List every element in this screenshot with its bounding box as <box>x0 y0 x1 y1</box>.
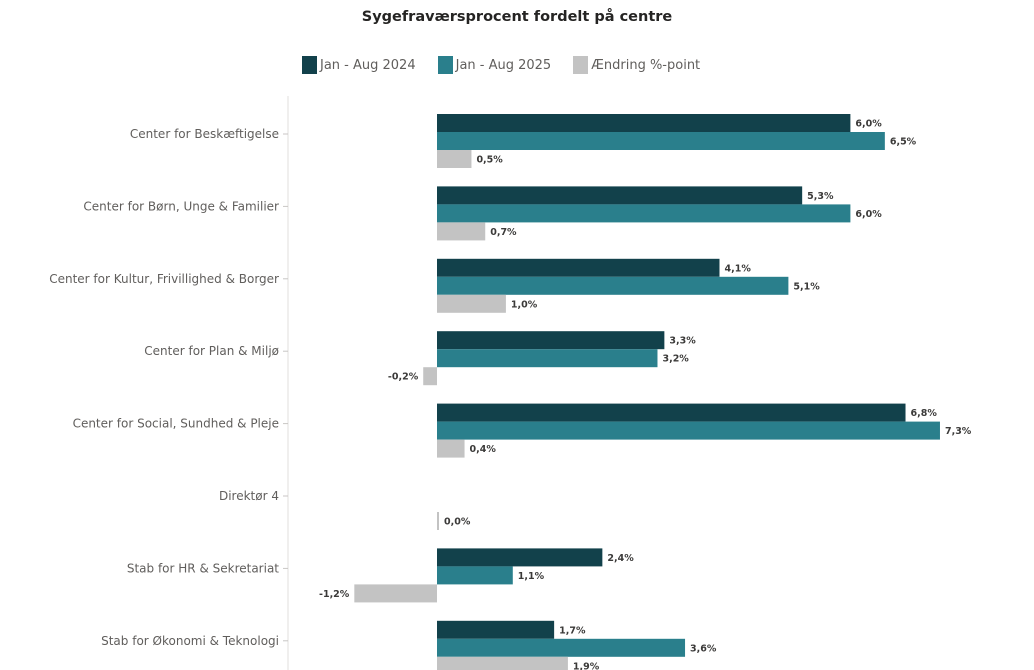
data-label-2025: 7,3% <box>945 426 972 437</box>
bar-change[interactable] <box>437 222 486 241</box>
bar-change[interactable] <box>437 656 568 670</box>
legend-item-2024[interactable]: Jan - Aug 2024 <box>302 56 416 74</box>
category-label: Center for Plan & Miljø <box>144 344 279 358</box>
bar-2025[interactable] <box>437 638 686 657</box>
data-label-change: 0,7% <box>490 227 517 238</box>
bar-2024[interactable] <box>437 114 851 132</box>
legend-label-2025: Jan - Aug 2025 <box>455 57 552 73</box>
data-label-2025: 3,6% <box>690 643 717 654</box>
data-label-2025: 1,1% <box>518 571 545 582</box>
data-label-change: 0,0% <box>444 517 471 528</box>
legend-label-2024: Jan - Aug 2024 <box>320 57 416 73</box>
data-label-2025: 5,1% <box>793 281 820 292</box>
category-label: Stab for HR & Sekretariat <box>127 561 279 575</box>
data-label-2024: 2,4% <box>607 553 634 564</box>
data-label-2024: 4,1% <box>724 263 751 274</box>
data-label-2024: 5,3% <box>807 191 834 202</box>
chart-title: Sygefraværsprocent fordelt på centre <box>361 9 673 25</box>
bar-change[interactable] <box>437 150 472 168</box>
category-label: Center for Kultur, Frivillighed & Borger <box>49 272 279 286</box>
data-label-2024: 6,8% <box>911 408 938 419</box>
bar-change[interactable] <box>437 512 439 530</box>
data-label-2025: 6,0% <box>855 209 882 220</box>
bar-2025[interactable] <box>437 566 513 585</box>
category-label: Center for Social, Sundhed & Pleje <box>73 417 279 431</box>
legend-swatch-2025 <box>437 56 453 74</box>
data-label-change: 1,0% <box>511 299 538 310</box>
bar-change[interactable] <box>437 294 506 313</box>
category-label: Direktør 4 <box>219 489 279 503</box>
bar-2024[interactable] <box>437 258 720 277</box>
data-label-2025: 3,2% <box>662 354 689 365</box>
bar-2025[interactable] <box>437 421 940 440</box>
category-label: Center for Børn, Unge & Familier <box>83 199 279 213</box>
legend-swatch-2024 <box>302 56 317 74</box>
bar-2025[interactable] <box>437 204 851 223</box>
data-label-change: 0,5% <box>476 155 503 166</box>
chart-legend: Jan - Aug 2024 Jan - Aug 2025 Ændring %-… <box>302 56 722 74</box>
bar-change[interactable] <box>437 439 465 458</box>
bar-2024[interactable] <box>437 186 803 205</box>
category-label: Center for Beskæftigelse <box>130 127 279 141</box>
bar-2025[interactable] <box>437 132 885 150</box>
data-label-2025: 6,5% <box>890 137 917 148</box>
data-label-2024: 6,0% <box>855 119 882 130</box>
data-label-change: 1,9% <box>573 661 600 670</box>
legend-item-change[interactable]: Ændring %-point <box>573 56 700 74</box>
category-label: Stab for Økonomi & Teknologi <box>101 634 279 648</box>
bar-change[interactable] <box>354 584 437 603</box>
legend-swatch-change <box>573 56 589 74</box>
bar-2024[interactable] <box>437 548 603 567</box>
data-label-change: -0,2% <box>388 372 419 383</box>
bar-2024[interactable] <box>437 403 906 422</box>
bar-2024[interactable] <box>437 620 555 639</box>
bar-2025[interactable] <box>437 276 789 295</box>
bar-2025[interactable] <box>437 349 658 368</box>
data-label-change: 0,4% <box>470 444 497 455</box>
data-label-2024: 1,7% <box>559 625 586 636</box>
bar-2024[interactable] <box>437 331 665 350</box>
bar-change[interactable] <box>423 367 437 386</box>
data-label-2024: 3,3% <box>669 336 696 347</box>
data-label-change: -1,2% <box>319 589 350 600</box>
legend-label-change: Ændring %-point <box>591 57 701 73</box>
legend-item-2025[interactable]: Jan - Aug 2025 <box>437 56 552 74</box>
